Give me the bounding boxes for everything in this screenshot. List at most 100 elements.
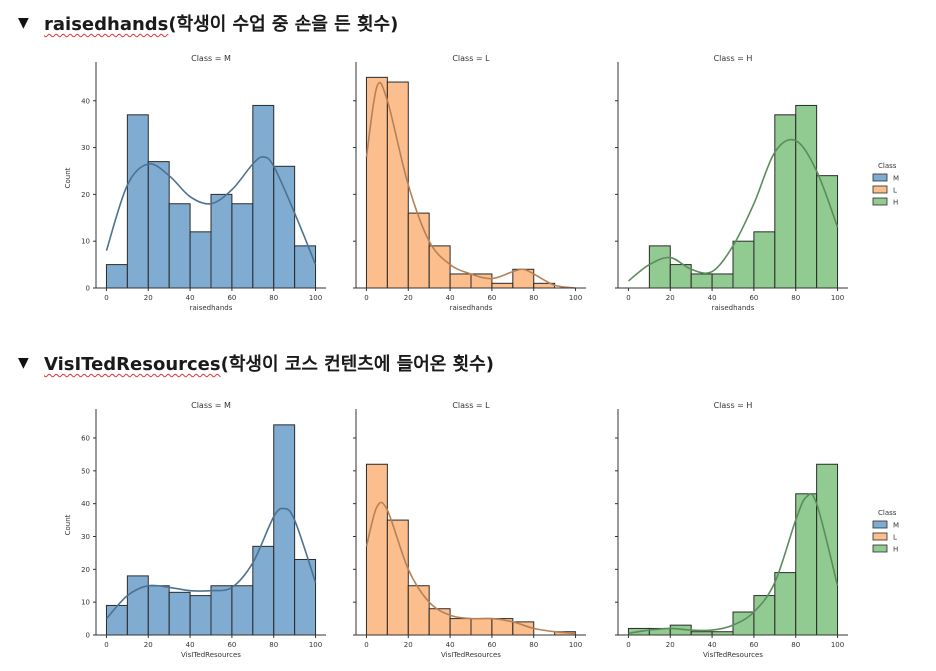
x-tick-label: 20 — [666, 641, 675, 649]
kde-line — [105, 507, 317, 620]
legend-swatch-L — [872, 532, 888, 541]
facet-panel-M: Class = M 0 20 40 60 80 100 0 10 20 30 40 50 60 VisITe… — [64, 401, 326, 659]
x-tick-label: 60 — [749, 294, 758, 302]
histogram-bar — [126, 114, 149, 289]
histogram-bar — [252, 545, 275, 636]
x-tick-label: 100 — [309, 641, 322, 649]
x-tick-label: 0 — [626, 294, 630, 302]
x-tick-label: 40 — [446, 294, 455, 302]
histogram-bar — [189, 231, 212, 289]
x-tick-label: 80 — [791, 294, 800, 302]
histogram-bar — [428, 245, 451, 289]
section-keyword: VisITedResources — [44, 354, 221, 375]
x-tick-label: 100 — [309, 294, 322, 302]
histogram-bar — [816, 463, 839, 636]
y-tick-label: 10 — [81, 599, 90, 607]
histogram-bar — [252, 104, 275, 289]
histogram-bar — [273, 424, 296, 636]
panel-title: Class = L — [452, 54, 490, 63]
legend-label: M — [893, 175, 899, 183]
histogram-bar — [273, 165, 296, 289]
x-axis-label: raisedhands — [450, 304, 493, 312]
legend-label: M — [893, 522, 899, 530]
section-header-raisedhands[interactable]: ▼ raisedhands(학생이 수업 중 손을 든 횟수) — [18, 10, 398, 36]
x-tick-label: 40 — [708, 641, 717, 649]
histogram-bar — [231, 585, 254, 636]
x-axis-label: VisITedResources — [441, 651, 501, 659]
facet-panel-H: Class = H 0 20 40 60 80 100 raisedhands — [615, 54, 848, 312]
section-title: raisedhands(학생이 수업 중 손을 든 횟수) — [44, 10, 398, 36]
kde-line — [628, 493, 839, 635]
section-keyword: raisedhands — [44, 14, 169, 35]
x-tick-label: 80 — [269, 294, 278, 302]
histogram-bar — [512, 621, 535, 636]
histogram-bar — [189, 595, 212, 636]
histogram-bar — [449, 273, 472, 289]
legend-title: Class — [878, 509, 897, 517]
y-tick-label: 50 — [81, 467, 90, 475]
x-tick-label: 100 — [569, 641, 582, 649]
histogram-bar — [449, 618, 472, 636]
panel-title: Class = H — [714, 401, 753, 410]
histogram-bar — [753, 231, 776, 289]
x-tick-label: 60 — [487, 641, 496, 649]
legend-label: H — [893, 199, 898, 207]
histogram-bar — [105, 264, 128, 289]
x-tick-label: 0 — [104, 294, 108, 302]
facet-panel-H: Class = H 0 20 40 60 80 100 VisITedResources — [615, 401, 848, 659]
x-tick-label: 100 — [831, 641, 844, 649]
x-axis-label: raisedhands — [190, 304, 233, 312]
histogram-bar — [210, 585, 233, 636]
collapse-arrow-icon[interactable]: ▼ — [18, 15, 29, 31]
kde-line — [627, 138, 839, 282]
histogram-bar — [294, 245, 317, 289]
x-tick-label: 20 — [666, 294, 675, 302]
kde-line — [365, 501, 576, 635]
x-axis-label: VisITedResources — [703, 651, 763, 659]
panel-title: Class = H — [714, 54, 753, 63]
panel-title: Class = M — [191, 401, 231, 410]
section-header-visitedresources[interactable]: ▼ VisITedResources(학생이 코스 컨텐츠에 들어온 횟수) — [18, 350, 494, 376]
x-tick-label: 40 — [186, 294, 195, 302]
y-tick-label: 60 — [81, 434, 90, 442]
histogram-bar — [365, 463, 388, 636]
histogram-bar — [126, 575, 149, 636]
y-axis-label: Count — [64, 514, 72, 535]
histogram-bar — [690, 273, 713, 289]
legend: Class MLH — [872, 162, 899, 207]
collapse-arrow-icon[interactable]: ▼ — [18, 355, 29, 371]
y-tick-label: 30 — [81, 144, 90, 152]
histogram-bar — [147, 585, 170, 636]
x-tick-label: 80 — [269, 641, 278, 649]
x-tick-label: 100 — [831, 294, 844, 302]
legend-swatch-M — [872, 173, 888, 182]
legend-title: Class — [878, 162, 897, 170]
x-axis-label: raisedhands — [712, 304, 755, 312]
x-tick-label: 20 — [144, 641, 153, 649]
x-tick-label: 60 — [227, 641, 236, 649]
histogram-bar — [168, 591, 191, 636]
visitedresources-histogram-figure: Class = M 0 20 40 60 80 100 0 10 20 30 40 50 60 VisITe… — [64, 401, 899, 659]
histogram-bar — [732, 240, 755, 289]
x-tick-label: 40 — [708, 294, 717, 302]
histogram-bar — [365, 76, 388, 289]
y-tick-label: 30 — [81, 533, 90, 541]
histogram-bar — [470, 618, 493, 636]
x-tick-label: 0 — [104, 641, 108, 649]
y-axis-label: Count — [64, 167, 72, 188]
panel-title: Class = M — [191, 54, 231, 63]
raisedhands-histogram-figure: Class = M 0 20 40 60 80 100 0 10 20 30 40 raisedhand… — [64, 54, 899, 312]
facet-panel-L: Class = L 0 20 40 60 80 100 VisITedResources — [353, 401, 586, 659]
x-tick-label: 0 — [364, 294, 368, 302]
y-tick-label: 0 — [86, 285, 90, 293]
section-title: VisITedResources(학생이 코스 컨텐츠에 들어온 횟수) — [44, 350, 494, 376]
histogram-bar — [428, 608, 451, 636]
x-tick-label: 60 — [749, 641, 758, 649]
histogram-bar — [816, 175, 839, 289]
histogram-bar — [407, 585, 430, 636]
x-tick-label: 80 — [529, 641, 538, 649]
x-tick-label: 20 — [404, 641, 413, 649]
legend: Class MLH — [872, 509, 899, 554]
x-tick-label: 100 — [569, 294, 582, 302]
x-tick-label: 80 — [791, 641, 800, 649]
